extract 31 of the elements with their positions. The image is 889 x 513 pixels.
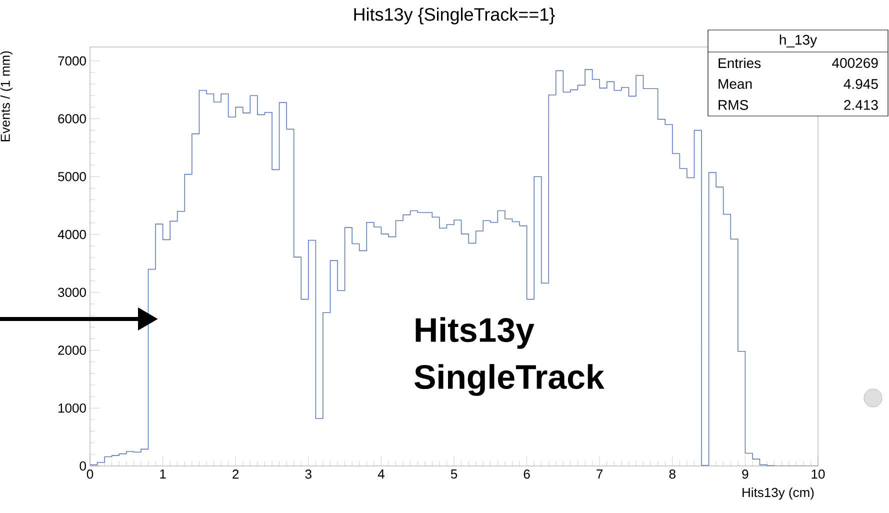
annotation: Entries	[718, 58, 761, 68]
x-tick-label: 6	[524, 470, 530, 479]
annotation: RMS	[718, 100, 748, 110]
annotation: Mean	[718, 79, 752, 89]
y-tick-label: 7000	[58, 56, 86, 66]
text: 4.945	[844, 79, 878, 89]
y-tick-label: 2000	[58, 346, 86, 355]
y-tick-label: 0	[80, 461, 86, 471]
y-axis-title: Events / (1 mm)	[0, 51, 12, 142]
x-tick-label: 4	[378, 470, 384, 478]
x-tick-label: 0	[86, 470, 94, 479]
annotation: SingleTrack	[414, 364, 604, 396]
x-tick-label: 5	[450, 470, 458, 479]
y-tick-label: 3000	[58, 288, 86, 297]
x-tick-label: 3	[305, 470, 312, 479]
x-axis-title: Hits13y (cm)	[742, 488, 814, 500]
y-tick-label: 5000	[58, 172, 86, 182]
y-tick-label: 1000	[58, 404, 86, 413]
x-tick-label: 7	[596, 470, 603, 478]
y-tick-label: 6000	[58, 114, 86, 124]
annotation: h_13y	[780, 34, 818, 48]
annotation: Hits13y	[416, 317, 534, 349]
x-tick-label: 10	[812, 470, 825, 479]
text: 400269	[832, 58, 878, 68]
text: 2.413	[844, 100, 878, 110]
y-tick-label: 4000	[58, 230, 86, 240]
chart-title: Hits13y {SingleTrack==1}	[354, 8, 555, 24]
x-tick-label: 1	[160, 470, 166, 478]
x-tick-label: 2	[232, 470, 239, 479]
x-tick-label: 8	[669, 470, 676, 479]
x-tick-label: 9	[742, 470, 748, 479]
